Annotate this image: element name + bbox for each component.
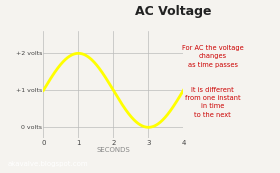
Text: It is different
from one instant
in time
to the next: It is different from one instant in time… [185,86,241,118]
Text: akavalve.blogspot.com: akavalve.blogspot.com [7,161,88,167]
Text: For AC the voltage
changes
as time passes: For AC the voltage changes as time passe… [182,45,244,68]
X-axis label: SECONDS: SECONDS [97,147,130,153]
Text: AC Voltage: AC Voltage [135,5,212,18]
